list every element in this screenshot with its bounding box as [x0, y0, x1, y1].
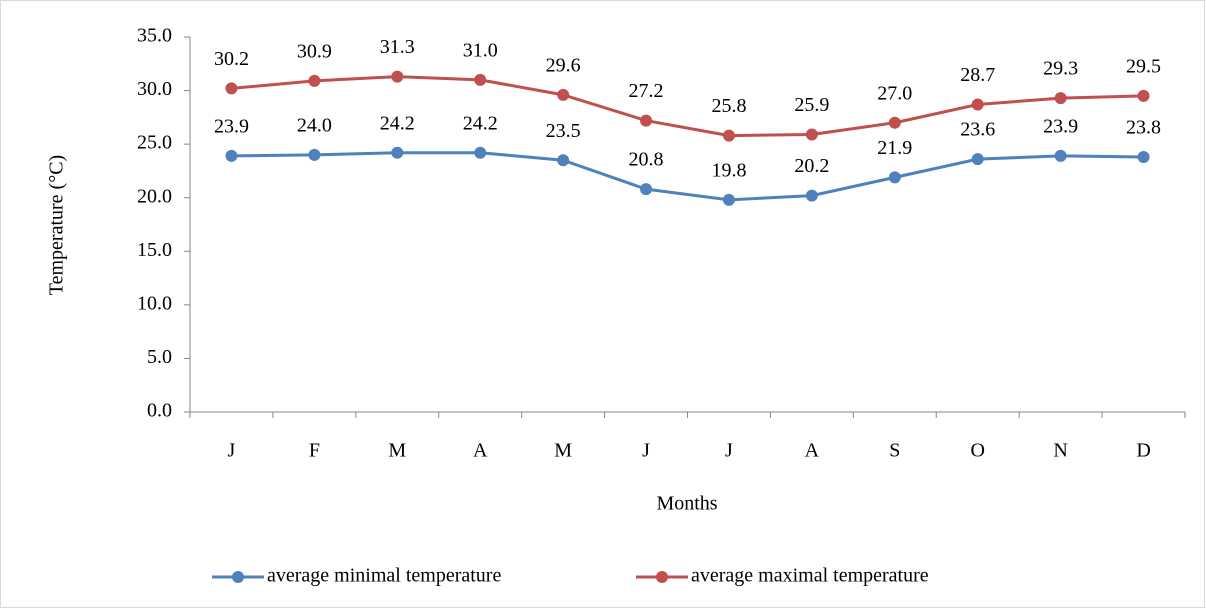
data-label: 25.9 — [794, 94, 829, 116]
data-point — [557, 154, 570, 167]
series-line — [231, 151, 1144, 202]
data-point — [640, 114, 653, 127]
data-label: 29.5 — [1126, 56, 1161, 78]
data-label: 20.8 — [629, 149, 664, 171]
y-tick-label: 15.0 — [137, 239, 172, 261]
data-label: 19.8 — [711, 159, 746, 181]
y-tick-label: 35.0 — [137, 25, 172, 47]
data-label: 30.9 — [297, 41, 332, 63]
legend-marker — [656, 571, 668, 583]
data-label: 27.2 — [629, 80, 664, 102]
data-point — [391, 70, 404, 83]
y-tick-label: 25.0 — [137, 132, 172, 154]
y-tick-label: 0.0 — [147, 400, 172, 422]
x-tick-label: D — [1136, 440, 1150, 462]
x-tick-label: J — [228, 440, 236, 462]
data-point — [391, 146, 404, 159]
data-point — [971, 153, 984, 166]
y-tick-label: 5.0 — [147, 346, 172, 368]
data-point — [1054, 149, 1067, 162]
data-label: 31.0 — [463, 39, 498, 61]
data-point — [805, 189, 818, 202]
data-point — [225, 149, 238, 162]
data-point — [308, 148, 321, 161]
x-tick-label: O — [970, 440, 984, 462]
legend-label: average maximal temperature — [691, 565, 929, 587]
data-point — [640, 183, 653, 196]
y-tick-label: 20.0 — [137, 185, 172, 207]
x-tick-label: A — [805, 440, 820, 462]
data-point — [1054, 92, 1067, 105]
data-label: 24.0 — [297, 114, 332, 136]
data-point — [888, 171, 901, 184]
x-axis-title: Months — [656, 493, 717, 515]
x-tick-label: N — [1053, 440, 1067, 462]
data-label: 31.3 — [380, 36, 415, 58]
data-label: 25.8 — [711, 95, 746, 117]
data-label: 21.9 — [877, 137, 912, 159]
data-label: 20.2 — [794, 155, 829, 177]
data-label: 30.2 — [214, 48, 249, 70]
x-tick-label: S — [889, 440, 900, 462]
data-point — [722, 193, 735, 206]
x-tick-label: J — [725, 440, 733, 462]
y-axis-title: Temperature (°C) — [46, 155, 68, 295]
series-line — [231, 75, 1144, 138]
data-label: 29.6 — [546, 54, 581, 76]
data-label: 29.3 — [1043, 58, 1078, 80]
data-point — [557, 88, 570, 101]
data-point — [888, 116, 901, 129]
data-point — [474, 73, 487, 86]
data-point — [805, 128, 818, 141]
data-label: 23.9 — [1043, 116, 1078, 138]
x-tick-label: A — [473, 440, 488, 462]
data-point — [308, 74, 321, 87]
y-tick-label: 30.0 — [137, 78, 172, 100]
data-point — [971, 98, 984, 111]
data-point — [225, 82, 238, 95]
data-label: 24.2 — [380, 112, 415, 134]
data-label: 23.9 — [214, 116, 249, 138]
data-point — [474, 146, 487, 159]
data-label: 23.6 — [960, 119, 995, 141]
data-label: 23.5 — [546, 120, 581, 142]
data-label: 28.7 — [960, 64, 995, 86]
data-point — [1137, 89, 1150, 102]
data-point — [722, 129, 735, 142]
legend-marker — [232, 571, 244, 583]
data-label: 24.2 — [463, 112, 498, 134]
legend-label: average minimal temperature — [267, 565, 501, 587]
x-tick-label: M — [388, 440, 406, 462]
y-tick-label: 10.0 — [137, 292, 172, 314]
x-tick-label: F — [309, 440, 320, 462]
x-tick-label: M — [554, 440, 572, 462]
x-tick-label: J — [642, 440, 650, 462]
data-label: 23.8 — [1126, 117, 1161, 139]
data-label: 27.0 — [877, 82, 912, 104]
data-point — [1137, 151, 1150, 163]
